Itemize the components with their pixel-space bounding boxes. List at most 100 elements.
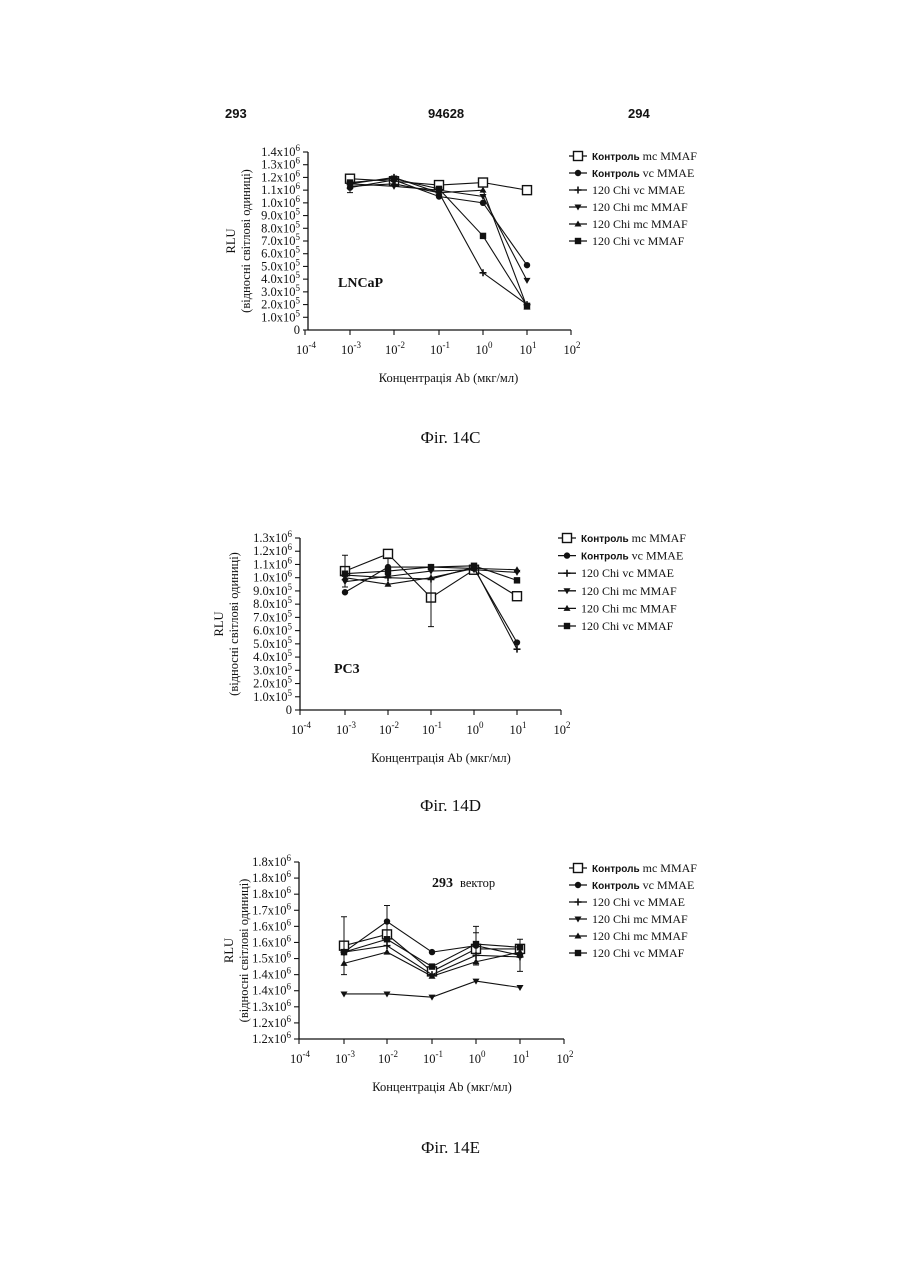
legend-glyph-marker (575, 950, 581, 956)
x-tick-label: 101 (520, 340, 537, 357)
legend-label: 120 Chi mc MMAF (592, 912, 688, 926)
figure-14c-chart: 01.0x1052.0x1053.0x1054.0x1055.0x1056.0x… (0, 130, 901, 400)
y-tick-label: 1.8x106 (252, 853, 291, 869)
data-point (471, 563, 477, 569)
x-tick-label: 100 (469, 1049, 487, 1066)
x-tick-label: 10-3 (336, 720, 356, 737)
legend-glyph-marker (564, 570, 571, 577)
x-tick-label: 101 (513, 1049, 530, 1066)
y-axis-sublabel: (відносні світлові одиниці) (239, 169, 253, 313)
y-tick-label: 1.5x106 (252, 950, 291, 966)
data-point (391, 176, 397, 182)
figure-14d-chart: 01.0x1052.0x1053.0x1054.0x1055.0x1056.0x… (0, 520, 901, 790)
y-tick-label: 0 (294, 323, 300, 337)
data-point (436, 186, 442, 192)
x-tick-label: 10-3 (341, 340, 361, 357)
data-point (480, 269, 487, 276)
legend-label: 120 Chi mc MMAF (581, 601, 677, 615)
legend: Контроль mc MMAF Контроль vc MMAE 120 Chi … (569, 861, 697, 960)
cell-line-sublabel: вектор (460, 876, 495, 890)
legend-label: Контроль mc MMAF (592, 861, 697, 875)
y-tick-label: 1.4x106 (252, 982, 291, 998)
legend-label: Контроль vc MMAE (592, 166, 694, 180)
x-tick-label: 101 (510, 720, 527, 737)
data-point (514, 646, 521, 653)
legend-label: Контроль vc MMAE (581, 549, 683, 563)
x-axis-label: Концентрація Ab (мкг/мл) (379, 371, 519, 385)
y-axis-sublabel: (відносні світлові одиниці) (237, 879, 251, 1023)
legend-label: 120 Chi mc MMAF (581, 584, 677, 598)
patent-number: 94628 (428, 106, 464, 121)
x-tick-label: 10-1 (422, 720, 442, 737)
legend: Контроль mc MMAF Контроль vc MMAE 120 Chi … (558, 531, 686, 633)
x-tick-label: 10-4 (290, 1049, 310, 1066)
y-tick-label: 1.3x106 (253, 529, 292, 545)
series-3 (341, 942, 524, 978)
legend-label: 120 Chi vc MMAF (581, 619, 674, 633)
y-tick-label: 1.6x106 (252, 933, 291, 949)
legend-label: Контроль mc MMAF (592, 149, 697, 163)
y-axis-label: RLU (212, 612, 226, 637)
data-point (479, 178, 488, 187)
x-tick-label: 100 (467, 720, 485, 737)
data-point (480, 233, 486, 239)
y-tick-label: 1.3x106 (252, 998, 291, 1014)
legend-label: Контроль mc MMAF (581, 531, 686, 545)
data-point (513, 592, 522, 601)
legend-glyph-marker (575, 238, 581, 244)
x-axis-label: Концентрація Ab (мкг/мл) (372, 1080, 512, 1094)
data-point (384, 549, 393, 558)
legend: Контроль mc MMAF Контроль vc MMAE 120 Chi … (569, 149, 697, 248)
y-axis-label: RLU (224, 229, 238, 254)
y-tick-label: 1.2x106 (252, 1014, 291, 1030)
x-tick-label: 10-1 (430, 340, 450, 357)
data-point (524, 303, 530, 309)
x-tick-label: 10-2 (385, 340, 405, 357)
legend-label: Контроль vc MMAE (592, 878, 694, 892)
data-point (384, 942, 391, 949)
x-tick-label: 10-3 (335, 1049, 355, 1066)
page-number-right: 294 (628, 106, 650, 121)
data-point (429, 949, 435, 955)
legend-glyph-marker (574, 152, 583, 161)
y-tick-label: 1.6x106 (252, 917, 291, 933)
y-axis-label: RLU (222, 938, 236, 963)
data-point (429, 995, 436, 1001)
y-tick-label: 1.8x106 (252, 869, 291, 885)
data-point (342, 589, 348, 595)
legend-glyph-marker (564, 623, 570, 629)
y-axis-sublabel: (відносні світлові одиниці) (227, 552, 241, 696)
series-2 (341, 918, 523, 958)
figure-14d-caption: Фіг. 14D (0, 796, 901, 816)
legend-glyph-marker (563, 534, 572, 543)
legend-label: 120 Chi mc MMAF (592, 929, 688, 943)
y-tick-label: 1.8x106 (252, 885, 291, 901)
cell-line-label: PC3 (334, 662, 360, 677)
legend-label: 120 Chi vc MMAF (592, 234, 685, 248)
y-tick-label: 1.2x106 (252, 1030, 291, 1046)
legend-glyph-marker (575, 899, 582, 906)
legend-label: 120 Chi mc MMAF (592, 217, 688, 231)
data-point (517, 985, 524, 991)
x-tick-label: 10-2 (379, 720, 399, 737)
x-tick-label: 102 (564, 340, 581, 357)
legend-label: 120 Chi vc MMAF (592, 946, 685, 960)
figure-14c-caption: Фіг. 14C (0, 428, 901, 448)
cell-line-label: LNCaP (338, 276, 384, 291)
page-number-left: 293 (225, 106, 247, 121)
x-tick-label: 10-1 (423, 1049, 443, 1066)
x-tick-label: 10-2 (378, 1049, 398, 1066)
x-tick-label: 10-4 (291, 720, 311, 737)
x-tick-label: 100 (476, 340, 494, 357)
x-tick-label: 102 (554, 720, 571, 737)
legend-glyph-marker (575, 882, 581, 888)
legend-glyph-marker (564, 552, 570, 558)
x-tick-label: 10-4 (296, 340, 316, 357)
data-point (524, 262, 530, 268)
legend-glyph-marker (574, 864, 583, 873)
legend-label: 120 Chi mc MMAF (592, 200, 688, 214)
x-axis-label: Концентрація Ab (мкг/мл) (371, 751, 511, 765)
y-tick-label: 1.4x106 (252, 966, 291, 982)
data-point (384, 949, 391, 955)
figure-14e-chart: 1.2x1061.2x1061.3x1061.4x1061.4x1061.5x1… (0, 850, 901, 1110)
